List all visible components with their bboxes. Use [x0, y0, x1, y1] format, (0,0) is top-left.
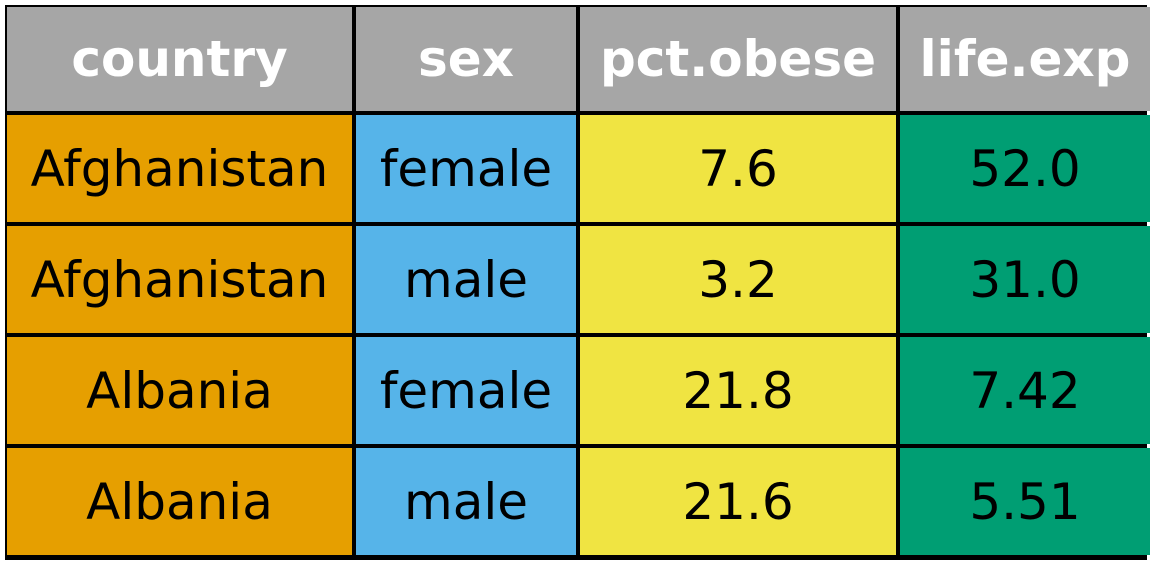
cell-life-exp: 7.42 [900, 337, 1150, 444]
cell-sex: male [356, 226, 576, 333]
cell-sex: female [356, 115, 576, 222]
data-table: country sex pct.obese life.exp Afghanist… [5, 5, 1150, 560]
cell-sex: male [356, 448, 576, 555]
table-grid: country sex pct.obese life.exp Afghanist… [5, 5, 1150, 560]
cell-life-exp: 31.0 [900, 226, 1150, 333]
cell-country: Albania [7, 448, 352, 555]
cell-pct-obese: 7.6 [580, 115, 896, 222]
cell-country: Afghanistan [7, 115, 352, 222]
cell-pct-obese: 21.6 [580, 448, 896, 555]
cell-life-exp: 5.51 [900, 448, 1150, 555]
cell-sex: female [356, 337, 576, 444]
header-life-exp: life.exp [900, 7, 1150, 111]
cell-country: Albania [7, 337, 352, 444]
header-sex: sex [356, 7, 576, 111]
cell-life-exp: 52.0 [900, 115, 1150, 222]
header-pct-obese: pct.obese [580, 7, 896, 111]
cell-country: Afghanistan [7, 226, 352, 333]
header-country: country [7, 7, 352, 111]
cell-pct-obese: 3.2 [580, 226, 896, 333]
cell-pct-obese: 21.8 [580, 337, 896, 444]
